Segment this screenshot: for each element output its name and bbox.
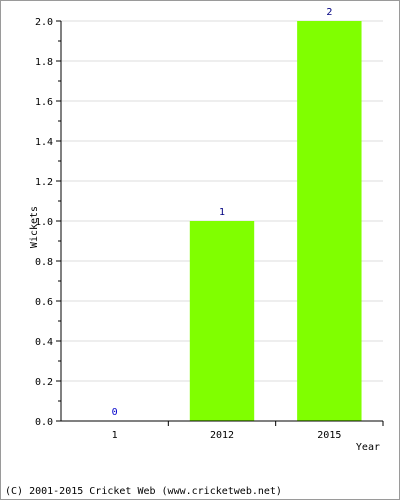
- x-axis-title: Year: [356, 442, 380, 453]
- bars: [189, 21, 362, 421]
- y-tick-label: 0.6: [35, 297, 53, 308]
- y-tick-label: 1.6: [35, 97, 53, 108]
- data-label: 0: [112, 407, 118, 418]
- y-tick-label: 1.4: [35, 137, 53, 148]
- y-tick-label: 1.2: [35, 177, 53, 188]
- y-tick-label: 2.0: [35, 17, 53, 28]
- y-tick-label: 0.8: [35, 257, 53, 268]
- x-tick-label: 2012: [210, 430, 234, 441]
- data-labels: 0 1 2: [112, 7, 333, 418]
- copyright-footer: (C) 2001-2015 Cricket Web (www.cricketwe…: [5, 486, 282, 497]
- data-label: 1: [219, 207, 225, 218]
- y-tick-label: 1.8: [35, 57, 53, 68]
- y-ticks: 0.0 0.2 0.4 0.6 0.8 1.0 1.2 1.4 1.6 1.8 2.0: [35, 17, 61, 428]
- x-tick-label: 1: [112, 430, 118, 441]
- y-tick-label: 0.0: [35, 417, 53, 428]
- y-tick-label: 0.2: [35, 377, 53, 388]
- y-axis-title: Wickets: [29, 206, 40, 248]
- bar-2012: [189, 221, 255, 421]
- x-ticks: 1 2012 2015: [112, 421, 384, 441]
- data-label: 2: [326, 7, 332, 18]
- x-tick-label: 2015: [317, 430, 341, 441]
- bar-2015: [297, 21, 362, 421]
- y-tick-label: 0.4: [35, 337, 53, 348]
- y-tick-label: 1.0: [35, 217, 53, 228]
